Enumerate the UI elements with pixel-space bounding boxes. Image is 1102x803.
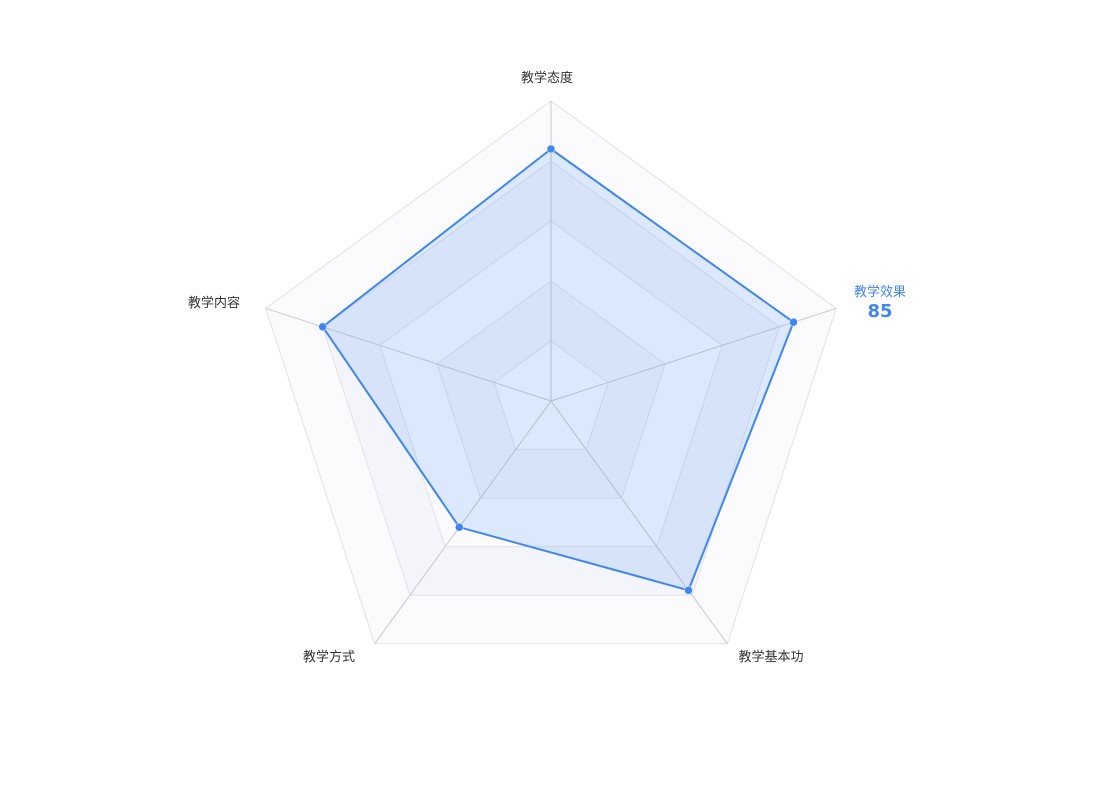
split-lines [265,100,837,645]
indicator-label-1: 教学态度 [521,70,573,86]
split-line-3 [379,220,723,548]
data-point-3 [684,586,693,595]
highlight-value-label: 85 [867,301,892,322]
axis-lines [265,101,837,644]
series-layer [318,144,798,595]
split-line-2 [436,280,666,499]
data-point-5 [318,322,327,332]
indicator-label-5: 教学内容 [188,295,240,311]
axis-line-2 [550,307,837,402]
series-area-1 [321,148,795,592]
split-line-5 [265,100,837,645]
data-point-4 [455,522,464,532]
data-point-1 [546,144,556,154]
indicator-label-4: 教学方式 [303,649,355,665]
indicator-label-2: 教学效果 [854,284,906,300]
axis-line-3 [550,400,728,644]
axis-line-4 [374,400,552,644]
indicator-label-3: 教学基本功 [738,649,803,665]
split-line-4 [322,160,780,596]
axis-line-5 [265,307,552,402]
split-line-1 [493,340,609,450]
data-point-2 [789,317,798,327]
